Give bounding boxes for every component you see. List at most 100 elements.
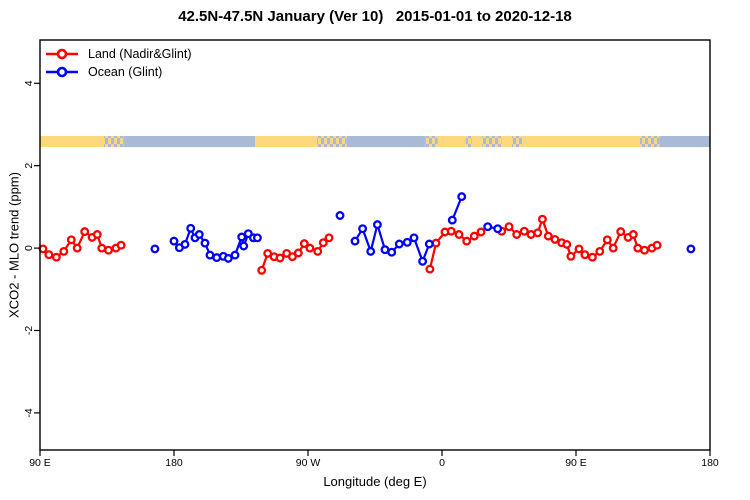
data-point [418, 256, 428, 266]
data-point [80, 227, 90, 237]
data-point [595, 246, 605, 256]
data-point [431, 238, 441, 248]
map-strip [40, 136, 710, 148]
y-tick-label: -4 [23, 408, 35, 417]
data-point [519, 226, 529, 236]
data-point [462, 236, 472, 246]
data-point [580, 250, 590, 260]
x-tick-label: 90 E [29, 457, 51, 469]
legend: Land (Nadir&Glint) Ocean (Glint) [44, 45, 192, 81]
data-point [169, 236, 179, 246]
data-point [324, 233, 334, 243]
data-point [504, 222, 514, 232]
data-point [239, 241, 249, 251]
data-point [305, 243, 315, 253]
map-strip-mixed [512, 136, 523, 148]
data-point [533, 228, 543, 238]
data-point [447, 215, 457, 225]
data-point [92, 230, 102, 239]
map-strip-ocean [174, 136, 256, 148]
map-strip-mixed [640, 136, 660, 148]
data-point [469, 231, 479, 241]
data-point [402, 237, 412, 247]
data-point [287, 252, 297, 262]
data-point [587, 252, 597, 262]
data-point [424, 239, 434, 249]
map-strip-land [255, 136, 317, 148]
data-point [66, 235, 76, 245]
data-point [640, 245, 649, 255]
data-point [446, 226, 456, 236]
data-point [616, 227, 626, 237]
data-point [550, 234, 560, 244]
legend-item: Ocean (Glint) [44, 63, 192, 81]
map-strip-mixed [465, 136, 472, 148]
x-tick-label: 180 [701, 457, 719, 469]
data-point [512, 230, 522, 239]
legend-symbol [46, 66, 78, 78]
y-axis-title: XCO2 - MLO trend (ppm) [6, 172, 22, 318]
data-point [358, 224, 368, 234]
legend-item: Land (Nadir&Glint) [44, 45, 192, 63]
data-point [223, 253, 233, 263]
data-point [150, 244, 160, 254]
map-strip-ocean [659, 136, 710, 148]
legend-label: Ocean (Glint) [88, 65, 163, 79]
x-tick-label: 180 [165, 457, 183, 469]
data-point [366, 246, 376, 256]
data-point [44, 250, 54, 260]
chart-title: 42.5N-47.5N January (Ver 10) 2015-01-01 … [178, 8, 572, 25]
y-tick-label: 4 [23, 80, 35, 86]
map-strip-mixed [316, 136, 347, 148]
data-point [543, 231, 553, 241]
map-strip-land [501, 136, 512, 148]
map-strip-mixed [425, 136, 438, 148]
data-point [72, 243, 82, 253]
data-point [252, 233, 262, 243]
map-strip-land [471, 136, 483, 148]
data-point [566, 251, 576, 261]
data-point [425, 264, 435, 274]
legend-marker [56, 66, 68, 78]
data-point [104, 245, 113, 255]
data-point [628, 230, 638, 239]
data-point [293, 248, 303, 258]
data-point [454, 230, 464, 239]
legend-marker [56, 48, 68, 60]
legend-label: Land (Nadir&Glint) [88, 47, 192, 61]
y-tick-label: 0 [23, 245, 35, 251]
x-tick-label: 90 W [296, 457, 321, 469]
data-point [299, 239, 309, 249]
map-strip-ocean [123, 136, 174, 148]
data-point [51, 252, 61, 262]
data-point [537, 214, 547, 224]
map-strip-ocean [346, 136, 426, 148]
data-point [457, 192, 467, 202]
data-point [394, 239, 404, 249]
data-point [409, 233, 419, 243]
y-tick-label: -2 [23, 326, 35, 335]
data-point [59, 246, 69, 256]
data-point [263, 248, 273, 258]
x-axis-title: Longitude (deg E) [323, 474, 427, 489]
map-strip-mixed [482, 136, 502, 148]
x-tick-label: 0 [439, 457, 445, 469]
map-strip-mixed [104, 136, 124, 148]
data-point [237, 232, 247, 242]
data-point [608, 243, 618, 253]
data-point [335, 211, 345, 220]
data-point [180, 239, 190, 249]
data-point [562, 239, 572, 249]
data-point [313, 246, 323, 256]
data-point [483, 222, 493, 232]
data-point [230, 250, 240, 260]
data-point [318, 238, 328, 248]
axes: 90 E 180 90 W 0 90 E 180 -4 -2 0 2 4 [23, 39, 719, 469]
data-point [275, 253, 285, 263]
data-point [257, 265, 267, 275]
data-point [372, 220, 382, 230]
legend-symbol [46, 48, 78, 60]
data-point [186, 223, 196, 233]
